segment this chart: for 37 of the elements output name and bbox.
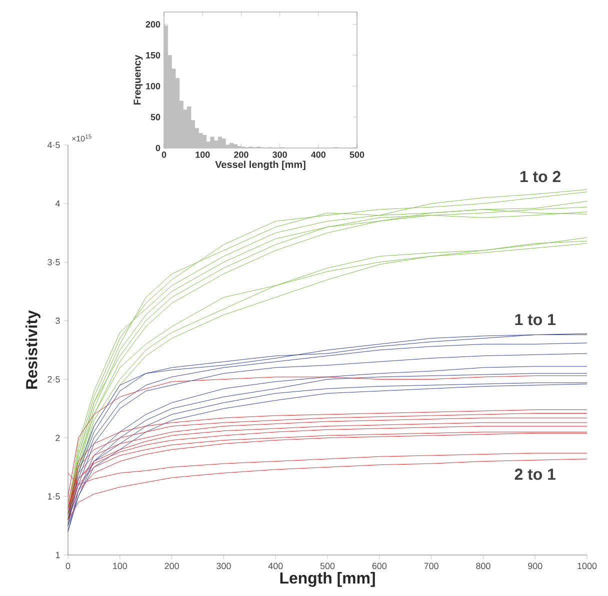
x-axis-title: Vessel length [mm] — [215, 160, 306, 170]
x-tick-label: 900 — [528, 562, 542, 570]
x-tick-label: 200 — [234, 152, 248, 158]
annotation: 1 to 2 — [520, 170, 560, 182]
annotation: 2 to 1 — [514, 468, 556, 480]
y-tick-label: 150 — [146, 52, 160, 58]
y-tick-label: 2 — [56, 434, 60, 441]
y-tick-label: 100 — [146, 82, 160, 90]
y-tick-label: 0 — [156, 144, 160, 152]
x-tick-label: 300 — [272, 152, 287, 158]
y-tick-label: 3 — [56, 318, 60, 324]
x-tick-label: 400 — [311, 152, 326, 158]
y-tick-label: 1·5 — [48, 493, 60, 500]
y-axis-title: Frequency — [134, 54, 143, 105]
y-tick-label: 4 — [55, 200, 60, 207]
annotation: 1 to 1 — [515, 314, 556, 326]
x-tick-label: 400 — [268, 562, 283, 570]
x-tick-label: 100 — [113, 562, 128, 570]
x-tick-label: 0 — [162, 152, 166, 158]
y-tick-label: 2·5 — [48, 376, 60, 382]
x-tick-label: 0 — [66, 562, 70, 570]
y-tick-label: 200 — [146, 21, 160, 28]
x-tick-label: 500 — [350, 152, 364, 158]
x-tick-label: 700 — [424, 562, 438, 570]
x-tick-label: 500 — [320, 562, 335, 570]
x-tick-label: 200 — [164, 562, 179, 570]
x-tick-label: 600 — [372, 562, 387, 570]
x-tick-label: 300 — [216, 562, 231, 570]
y-axis-title: Resistivity — [26, 310, 40, 389]
x-tick-label: 1000 — [578, 562, 597, 570]
y-tick-label: 50 — [150, 114, 160, 120]
y-tick-label: 3·5 — [48, 258, 60, 266]
x-tick-label: 100 — [196, 152, 210, 158]
x-tick-label: 800 — [476, 562, 490, 570]
y-tick-label: 4·5 — [47, 142, 60, 148]
x-axis-title: Length [mm] — [280, 572, 375, 587]
y-tick-label: 1 — [56, 552, 60, 558]
